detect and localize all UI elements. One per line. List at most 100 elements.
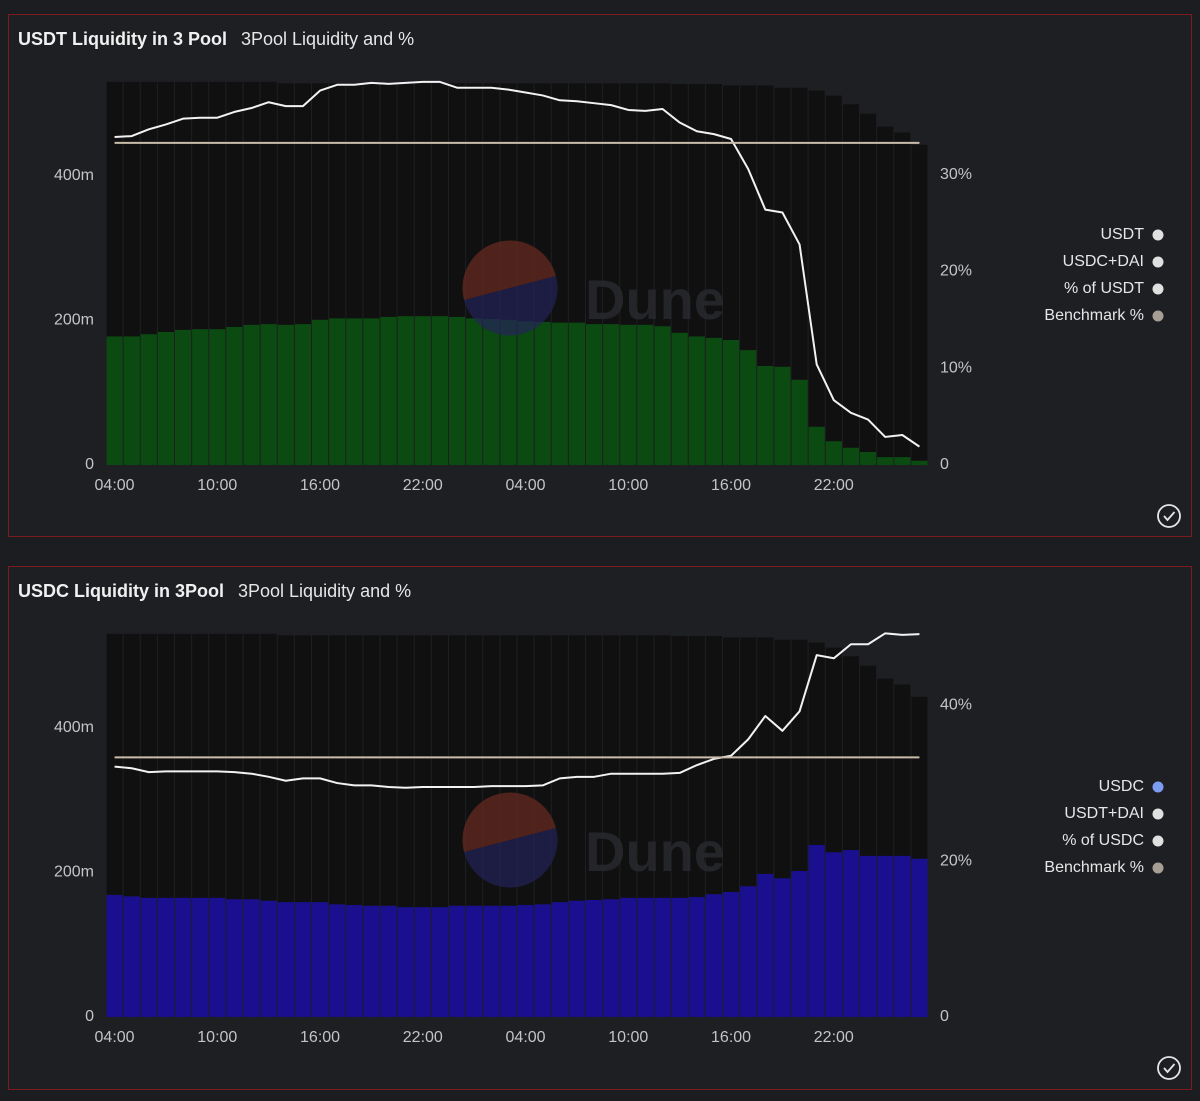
x-tick-label: 10:00 — [608, 1029, 648, 1046]
bar — [226, 899, 243, 1017]
bar — [260, 81, 277, 325]
bar — [740, 85, 757, 351]
bar — [414, 83, 431, 317]
y-tick-label: 400m — [54, 719, 94, 736]
y-tick-label: 200m — [54, 312, 94, 329]
bar — [877, 457, 894, 465]
y-tick-label: 0 — [85, 456, 94, 473]
bar — [860, 665, 877, 856]
bar — [603, 324, 620, 465]
bar — [192, 633, 209, 898]
bar — [209, 633, 226, 898]
bar — [808, 426, 825, 465]
bar — [175, 633, 192, 898]
bar — [774, 639, 791, 879]
bar — [568, 83, 585, 323]
chart-subtitle: 3Pool Liquidity and % — [241, 29, 414, 49]
y-tick-label: 0 — [85, 1008, 94, 1025]
bar — [620, 635, 637, 898]
bar — [157, 897, 174, 1017]
bar — [654, 897, 671, 1017]
bar — [312, 635, 329, 903]
x-tick-label: 10:00 — [197, 477, 237, 494]
legend-label: USDT — [1100, 226, 1144, 243]
x-tick-label: 16:00 — [300, 477, 340, 494]
bar — [723, 339, 740, 465]
bar — [534, 321, 551, 465]
bar — [380, 905, 397, 1017]
legend-label: Benchmark % — [1044, 307, 1144, 324]
bar — [243, 899, 260, 1017]
y2-tick-label: 0 — [940, 1008, 949, 1025]
legend-dot — [1152, 862, 1164, 874]
bar — [586, 324, 603, 465]
bar — [123, 81, 140, 337]
bar — [860, 113, 877, 452]
check-icon — [1157, 504, 1181, 528]
bar — [568, 900, 585, 1017]
bar — [723, 637, 740, 892]
bar — [277, 902, 294, 1017]
bar — [688, 636, 705, 898]
bar — [226, 633, 243, 900]
bar — [363, 318, 380, 465]
check-icon — [1163, 511, 1176, 522]
bar — [312, 319, 329, 465]
y2-tick-label: 30% — [940, 166, 972, 183]
bar — [449, 905, 466, 1017]
bar — [774, 878, 791, 1017]
chart-title: USDT Liquidity in 3 Pool — [18, 29, 227, 49]
bar — [911, 144, 928, 461]
bar — [757, 637, 774, 874]
bar — [534, 904, 551, 1017]
bar — [363, 635, 380, 906]
chart-title: USDC Liquidity in 3Pool — [18, 581, 224, 601]
bar — [740, 886, 757, 1017]
bar — [825, 95, 842, 442]
y2-tick-label: 40% — [940, 696, 972, 713]
bar — [568, 635, 585, 901]
bar — [157, 633, 174, 898]
bar — [209, 897, 226, 1017]
bar — [209, 81, 226, 330]
bar — [312, 902, 329, 1017]
bar — [226, 81, 243, 327]
bar — [414, 316, 431, 465]
y2-tick-label: 20% — [940, 852, 972, 869]
line — [114, 632, 920, 789]
bar — [277, 83, 294, 325]
bar — [620, 324, 637, 465]
bar — [449, 316, 466, 465]
bar — [705, 337, 722, 465]
bar — [106, 894, 123, 1017]
x-tick-label: 10:00 — [197, 1029, 237, 1046]
bar — [466, 905, 483, 1017]
bar — [688, 897, 705, 1017]
bar — [483, 318, 500, 465]
watermark-logo — [464, 276, 558, 336]
bar — [842, 104, 859, 448]
bar — [226, 326, 243, 465]
bar — [911, 696, 928, 859]
bar — [329, 635, 346, 905]
bar — [500, 905, 517, 1017]
x-tick-label: 04:00 — [506, 477, 546, 494]
bar — [431, 635, 448, 908]
bar — [842, 850, 859, 1017]
watermark-logo — [462, 240, 556, 300]
legend-dot — [1152, 808, 1164, 820]
x-tick-label: 04:00 — [95, 477, 135, 494]
bar — [363, 905, 380, 1017]
bar — [449, 635, 466, 906]
bar — [329, 83, 346, 319]
watermark: Dune — [585, 820, 725, 883]
bar — [586, 635, 603, 900]
bar — [842, 447, 859, 465]
bar — [380, 83, 397, 317]
bar — [671, 897, 688, 1017]
bar — [894, 132, 911, 458]
bar — [431, 83, 448, 317]
x-tick-label: 10:00 — [608, 477, 648, 494]
bar — [551, 635, 568, 903]
